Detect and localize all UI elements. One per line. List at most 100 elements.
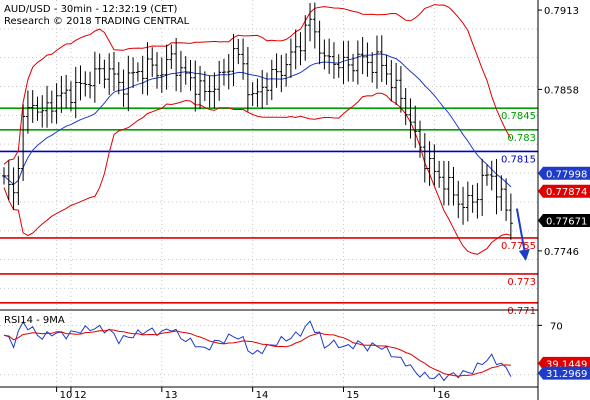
candle — [73, 66, 78, 119]
candle — [140, 55, 145, 95]
x-tick-label: 15 — [347, 390, 360, 400]
candle — [322, 39, 327, 70]
candle — [116, 62, 121, 95]
price-tag-label: 0.77671 — [546, 216, 587, 227]
candle — [217, 60, 222, 101]
candle — [21, 104, 26, 181]
forecast-arrow-shaft — [515, 208, 526, 254]
candle — [470, 184, 475, 213]
candle — [389, 60, 394, 102]
candle — [193, 60, 198, 112]
chart-title: AUD/USD - 30min - 12:32:19 (CET) — [4, 4, 178, 15]
candle — [504, 178, 509, 221]
candle — [64, 74, 69, 109]
candle — [370, 52, 375, 83]
candle — [508, 193, 513, 240]
candle — [351, 53, 356, 82]
candle — [155, 52, 160, 89]
candle — [135, 62, 140, 82]
candle — [489, 160, 494, 191]
candle — [269, 59, 274, 101]
candle — [174, 38, 179, 92]
candle — [111, 51, 116, 91]
candle — [188, 59, 193, 91]
forecast-layer — [515, 208, 530, 261]
chart-subtitle: Research © 2018 TRADING CENTRAL — [4, 16, 190, 27]
candle — [159, 57, 164, 93]
candle — [475, 183, 480, 219]
candle — [231, 33, 236, 87]
price-tag: 0.77874 — [538, 184, 590, 198]
candle — [54, 83, 59, 124]
candle — [418, 120, 423, 158]
candle — [446, 161, 451, 206]
y-tick-label: 0.7746 — [544, 247, 579, 258]
candle — [164, 44, 169, 90]
candle — [2, 167, 6, 185]
candle — [384, 54, 389, 85]
price-tag-background — [538, 213, 590, 227]
price-tag-label: 0.77998 — [546, 169, 587, 180]
bollinger-upper-band — [3, 4, 512, 165]
candle — [150, 47, 155, 77]
candle — [131, 57, 136, 88]
candle — [355, 40, 360, 85]
candle — [360, 36, 365, 75]
candle — [499, 175, 504, 211]
candle — [451, 166, 456, 206]
candle — [274, 53, 279, 88]
candle — [260, 70, 265, 110]
candle — [169, 44, 174, 69]
x-tick-label: 16 — [437, 390, 450, 400]
price-tag-background — [538, 366, 590, 380]
candle — [288, 38, 293, 79]
candle — [16, 156, 21, 206]
candle — [298, 32, 303, 66]
candle — [25, 90, 30, 134]
moving-average-line — [3, 53, 512, 188]
y-tick-label: 0.7858 — [544, 85, 579, 96]
x-tick-label: 14 — [256, 390, 269, 400]
level-lines-layer: 0.7845 0.783 0.7815 0.7755 0.773 0.771 — [0, 107, 538, 317]
candle — [265, 72, 269, 105]
candle — [198, 66, 203, 110]
candle — [92, 51, 97, 103]
candle — [183, 56, 188, 85]
level-label: 0.7845 — [501, 111, 536, 122]
candle — [40, 95, 45, 128]
candle — [284, 53, 289, 87]
candle — [494, 158, 499, 215]
candle — [437, 160, 442, 188]
price-tag-background — [538, 166, 590, 180]
candle — [279, 54, 284, 93]
candle — [427, 141, 432, 186]
candle — [30, 90, 35, 123]
candle — [336, 54, 341, 78]
rsi-title: RSI14 - 9MA — [4, 315, 65, 326]
bollinger-lower-band — [3, 92, 512, 255]
candle — [413, 105, 418, 148]
candle — [49, 90, 54, 124]
candle — [207, 75, 212, 108]
candle — [11, 167, 16, 210]
candle — [465, 181, 470, 222]
candle — [126, 55, 131, 112]
candle — [236, 38, 241, 65]
candle — [398, 66, 403, 113]
candle — [331, 42, 336, 79]
candle — [241, 38, 246, 80]
candle — [6, 160, 11, 200]
candle — [202, 71, 207, 102]
candle — [293, 29, 298, 70]
candle — [422, 133, 427, 183]
price-tag-label: 39.1449 — [546, 359, 587, 370]
candle — [145, 42, 150, 96]
candle — [255, 78, 260, 107]
candle — [379, 35, 384, 82]
candle — [317, 20, 322, 65]
rsi-layer — [3, 320, 512, 382]
candle — [408, 98, 413, 139]
price-tag: 0.77671 — [538, 213, 590, 227]
rsi-value-tag: 31.2969 — [538, 366, 590, 380]
